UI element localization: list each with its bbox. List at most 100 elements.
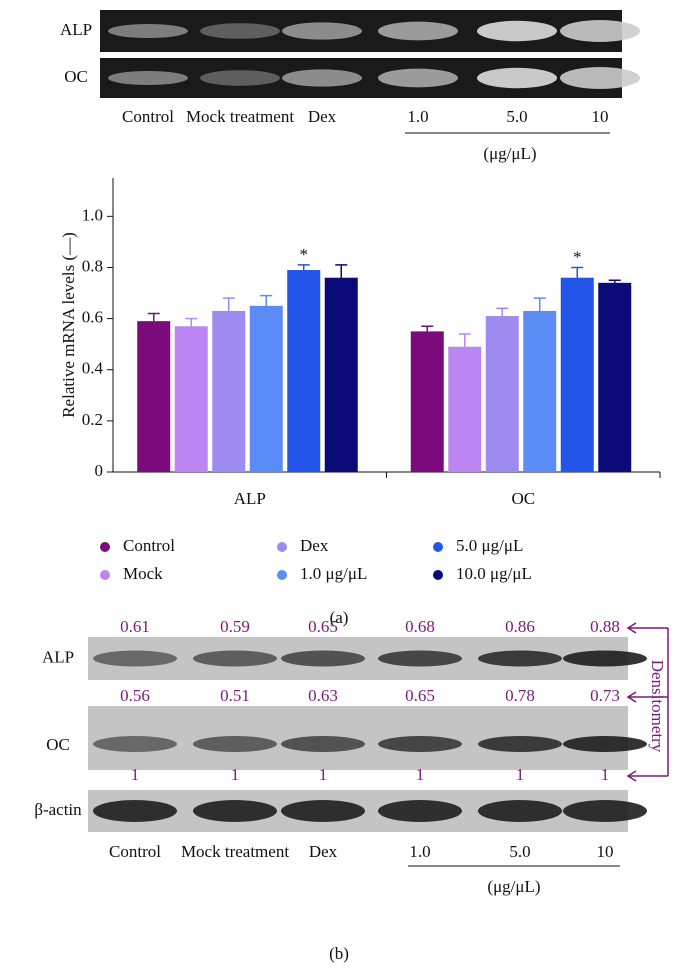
gel-band bbox=[193, 736, 277, 752]
gel-band bbox=[282, 22, 362, 40]
error-bar bbox=[571, 266, 584, 278]
legend-marker bbox=[433, 542, 443, 552]
y-tick-label: 1.0 bbox=[82, 205, 103, 224]
legend-marker bbox=[100, 542, 110, 552]
legend-label: Control bbox=[123, 536, 175, 555]
densitometry-value: 1 bbox=[516, 765, 525, 784]
bar bbox=[174, 326, 208, 472]
densitometry-value: 1 bbox=[319, 765, 328, 784]
x-tick-label: ALP bbox=[234, 489, 266, 508]
bar bbox=[287, 270, 321, 472]
error-bar bbox=[297, 264, 310, 271]
error-bar bbox=[496, 307, 509, 317]
legend-marker bbox=[433, 570, 443, 580]
legend-label: Dex bbox=[300, 536, 329, 555]
legend-marker bbox=[100, 570, 110, 580]
densitometry-value: 0.59 bbox=[220, 617, 250, 636]
gel-band bbox=[200, 70, 280, 86]
gel-band bbox=[378, 800, 462, 822]
gel-band bbox=[378, 736, 462, 752]
error-bar bbox=[335, 264, 348, 278]
y-tick-label: 0.2 bbox=[82, 410, 103, 429]
gel-band bbox=[478, 736, 562, 752]
legend-marker bbox=[277, 570, 287, 580]
densitometry-value: 0.65 bbox=[405, 686, 435, 705]
gel-band bbox=[563, 736, 647, 752]
error-bar bbox=[533, 297, 546, 311]
densitometry-arrow bbox=[626, 622, 668, 634]
y-axis-label: Relative mRNA levels (—) bbox=[59, 232, 78, 418]
bar bbox=[137, 321, 171, 472]
significance-mark: * bbox=[573, 247, 582, 266]
legend-marker bbox=[277, 542, 287, 552]
densitometry-value: 0.73 bbox=[590, 686, 620, 705]
y-tick-label: 0 bbox=[95, 461, 104, 480]
error-bar bbox=[147, 312, 160, 322]
y-tick-label: 0.4 bbox=[82, 359, 104, 378]
densitometry-value: 0.88 bbox=[590, 617, 620, 636]
densitometry-value: 0.86 bbox=[505, 617, 535, 636]
densitometry-value: 0.78 bbox=[505, 686, 535, 705]
error-bar bbox=[260, 294, 273, 306]
row-label: ALP bbox=[42, 647, 74, 666]
lane-label: 10 bbox=[596, 842, 614, 861]
bar bbox=[448, 346, 482, 472]
bar bbox=[560, 277, 594, 472]
unit-label: (μg/μL) bbox=[487, 877, 540, 896]
x-tick-label: OC bbox=[511, 489, 535, 508]
bar bbox=[249, 305, 283, 472]
lane-label: 5.0 bbox=[509, 842, 531, 861]
lane-label: 10 bbox=[591, 107, 609, 126]
error-bar bbox=[458, 333, 471, 347]
densitometry-arrow bbox=[626, 770, 668, 782]
gel-band bbox=[378, 21, 458, 41]
error-bar bbox=[608, 279, 621, 283]
gel-band bbox=[560, 67, 640, 89]
gel-band bbox=[193, 650, 277, 667]
lane-label: Control bbox=[122, 107, 174, 126]
gel-band bbox=[93, 650, 177, 667]
densitometry-value: 0.65 bbox=[308, 617, 338, 636]
gel-band bbox=[478, 800, 562, 822]
gel-band bbox=[477, 20, 557, 42]
gel-band bbox=[560, 20, 640, 42]
densitometry-value: 1 bbox=[601, 765, 610, 784]
densitometry-label: Densitometry bbox=[648, 660, 667, 753]
gel-band bbox=[563, 800, 647, 822]
densitometry-value: 0.51 bbox=[220, 686, 250, 705]
gel-band bbox=[378, 68, 458, 88]
densitometry-value: 1 bbox=[231, 765, 240, 784]
panel-label: (b) bbox=[329, 944, 349, 963]
gel-band bbox=[108, 24, 188, 38]
lane-label: 1.0 bbox=[409, 842, 431, 861]
row-label: OC bbox=[46, 735, 70, 754]
gel-band bbox=[282, 69, 362, 87]
lane-label: Control bbox=[109, 842, 161, 861]
legend-label: 5.0 μg/μL bbox=[456, 536, 523, 555]
densitometry-value: 1 bbox=[131, 765, 140, 784]
row-label: β-actin bbox=[34, 800, 82, 819]
panel-label: (a) bbox=[330, 608, 349, 627]
gel-band bbox=[193, 800, 277, 822]
gel-band bbox=[93, 800, 177, 822]
lane-label: 1.0 bbox=[407, 107, 429, 126]
bar bbox=[523, 310, 557, 472]
gel-band bbox=[478, 650, 562, 667]
lane-label: 5.0 bbox=[506, 107, 528, 126]
densitometry-value: 1 bbox=[416, 765, 425, 784]
gel-band bbox=[108, 71, 188, 85]
densitometry-value: 0.63 bbox=[308, 686, 338, 705]
error-bar bbox=[421, 325, 434, 332]
bar bbox=[485, 316, 519, 472]
lane-label: Dex bbox=[308, 842, 338, 861]
densitometry-value: 0.56 bbox=[120, 686, 150, 705]
densitometry-arrow bbox=[626, 691, 668, 703]
densitometry-value: 0.61 bbox=[120, 617, 150, 636]
gel-band bbox=[281, 800, 365, 822]
legend-label: Mock bbox=[123, 564, 163, 583]
bar bbox=[212, 310, 246, 472]
lane-label: Mock treatment bbox=[185, 107, 295, 126]
gel-band bbox=[378, 650, 462, 667]
